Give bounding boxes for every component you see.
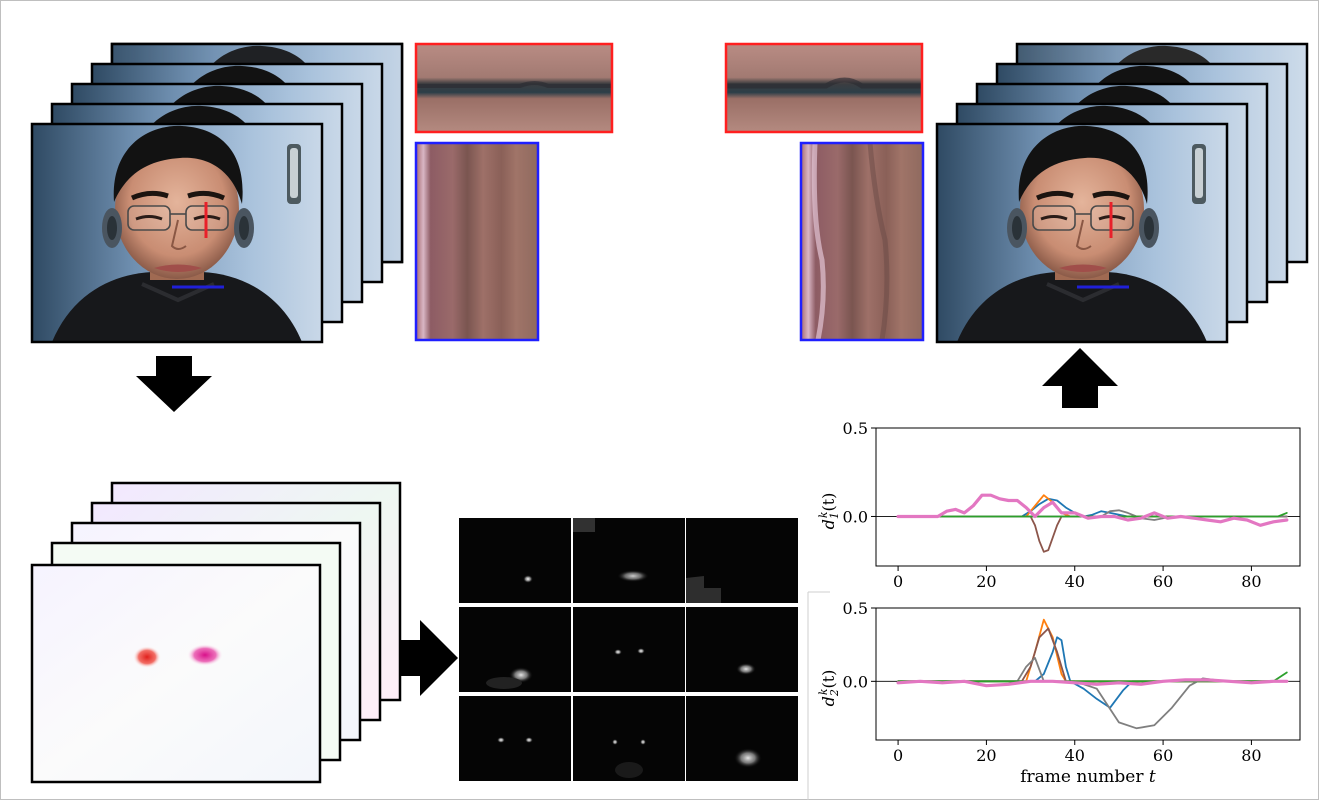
input-frame-stack	[32, 44, 402, 342]
x-tick-label: 20	[976, 572, 996, 591]
plot-area	[875, 607, 1301, 741]
x-tick-label: 80	[1241, 746, 1261, 765]
arrow-up-icon	[1042, 348, 1118, 408]
x-tick-label: 40	[1065, 746, 1085, 765]
series-line-2	[897, 515, 1288, 553]
arrow-down-icon	[136, 356, 212, 412]
x-tick-label: 40	[1065, 572, 1085, 591]
x-tick-label: 0	[893, 746, 903, 765]
x-tick-label: 60	[1153, 572, 1173, 591]
arrow-right-icon	[400, 620, 458, 696]
motion-map-grid	[459, 518, 798, 781]
input-face-frame	[32, 124, 322, 342]
optical-flow-frame	[30, 563, 322, 784]
optical-flow-stack	[30, 481, 402, 784]
output-face-frame	[937, 124, 1227, 342]
input-eye-slice	[414, 141, 540, 342]
plot-area	[875, 427, 1301, 567]
y-axis-label: d1k(t)	[817, 493, 841, 530]
series-line-5	[896, 493, 1289, 527]
output-lip-slice	[724, 42, 924, 134]
y-tick-label: 0.0	[843, 507, 868, 526]
series-line-2	[897, 627, 1288, 683]
series-line-5	[896, 678, 1289, 688]
y-tick-label: 0.5	[843, 419, 868, 438]
series-line-0	[897, 636, 1288, 709]
output-eye-slice	[799, 141, 925, 342]
x-tick-label: 60	[1153, 746, 1173, 765]
series-line-4	[897, 512, 1288, 518]
y-axis-label: d2k(t)	[817, 670, 841, 707]
y-tick-label: 0.5	[843, 599, 868, 618]
y-tick-label: 0.0	[843, 672, 868, 691]
x-axis-label: frame number t	[1020, 767, 1156, 787]
x-tick-label: 20	[976, 746, 996, 765]
x-tick-label: 80	[1241, 572, 1261, 591]
input-lip-slice	[414, 42, 614, 134]
output-frame-stack	[937, 44, 1307, 342]
x-tick-label: 0	[893, 572, 903, 591]
